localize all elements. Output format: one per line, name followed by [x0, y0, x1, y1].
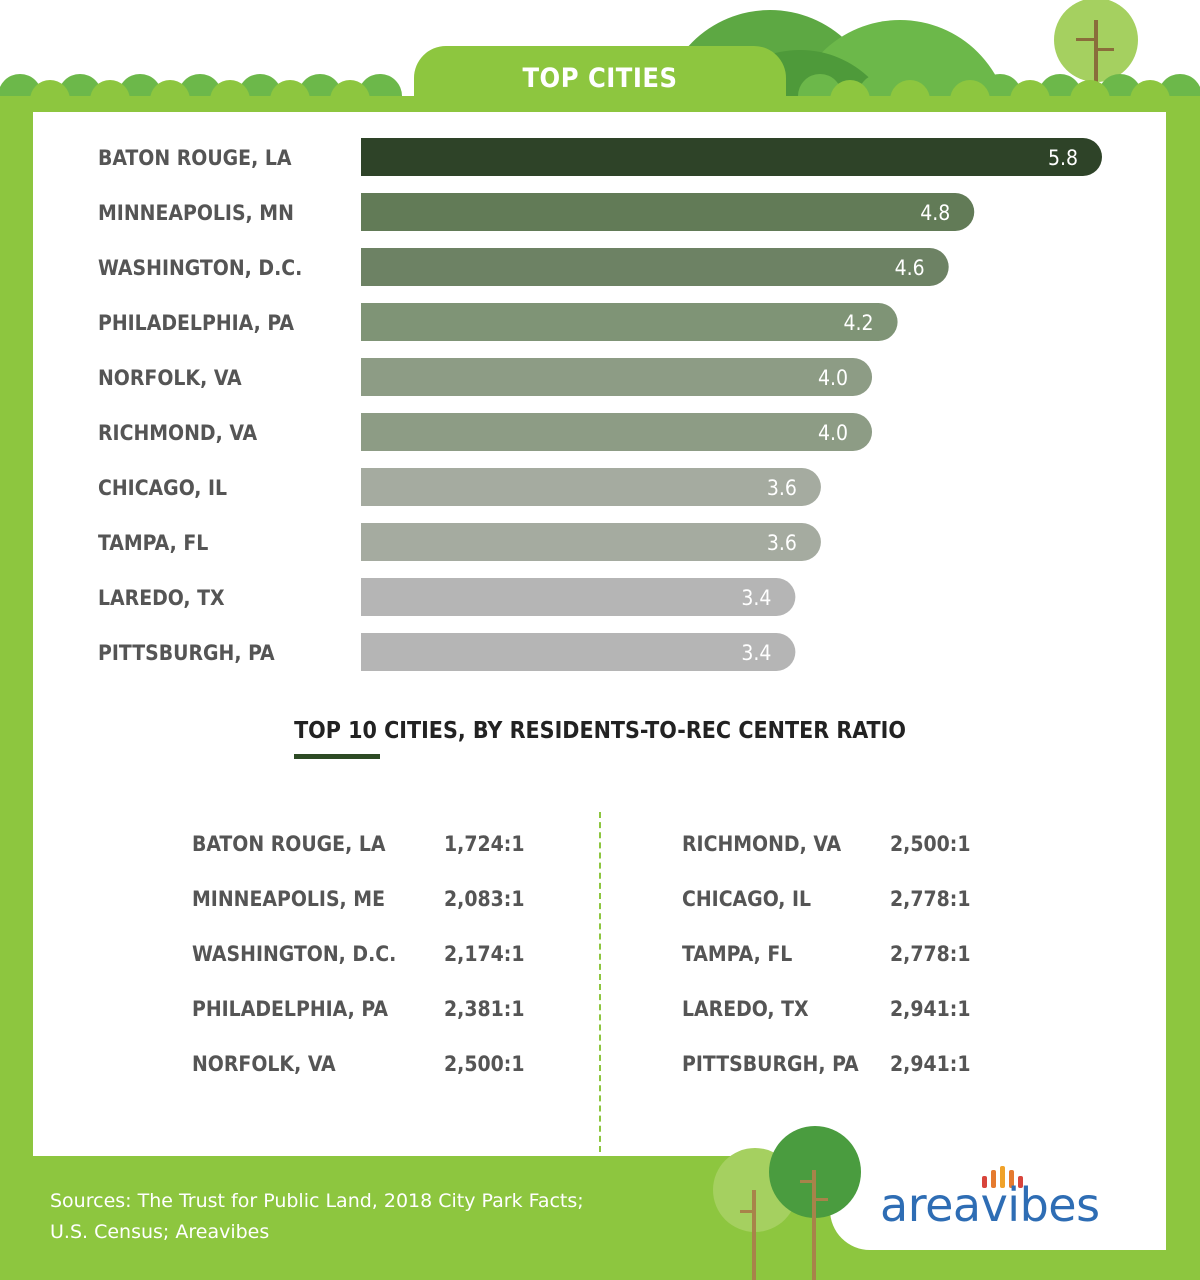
bar [361, 413, 873, 451]
ratio-section-title: TOP 10 CITIES, BY RESIDENTS-TO-REC CENTE… [294, 718, 906, 744]
logo-panel [830, 1150, 1166, 1250]
ratio-value: 2,778:1 [890, 941, 971, 966]
sources-line-2: U.S. Census; Areavibes [50, 1221, 270, 1243]
frame-right [1166, 96, 1200, 1280]
ratio-value: 2,941:1 [890, 1051, 971, 1076]
bar [361, 248, 949, 286]
ratio-value: 2,083:1 [444, 886, 525, 911]
ratio-city: NORFOLK, VA [192, 1051, 336, 1076]
sources-line-1: Sources: The Trust for Public Land, 2018… [50, 1190, 584, 1212]
ratio-city: LAREDO, TX [682, 996, 809, 1021]
ratio-row: NORFOLK, VA 2,500:1 [192, 1036, 544, 1091]
ratio-row: MINNEAPOLIS, ME 2,083:1 [192, 871, 544, 926]
bar-value-label: 4.0 [818, 421, 848, 445]
bar-value-label: 3.4 [741, 586, 771, 610]
logo-bars-icon [982, 1166, 1023, 1188]
bar-value-label: 3.4 [741, 641, 771, 665]
ratio-value: 2,500:1 [890, 831, 971, 856]
ratio-value: 2,174:1 [444, 941, 525, 966]
page-title: TOP CITIES [414, 46, 786, 110]
title-underline [294, 754, 380, 759]
ratio-city: PHILADELPHIA, PA [192, 996, 388, 1021]
frame-left [0, 96, 33, 1280]
ratio-city: TAMPA, FL [682, 941, 793, 966]
logo-text: areavibes [880, 1178, 1100, 1232]
ratio-row: PITTSBURGH, PA 2,941:1 [682, 1036, 990, 1091]
bar-category-label: PHILADELPHIA, PA [98, 311, 294, 335]
ratio-row: RICHMOND, VA 2,500:1 [682, 816, 990, 871]
bar [361, 138, 1102, 176]
ratio-city: PITTSBURGH, PA [682, 1051, 859, 1076]
bar-category-label: CHICAGO, IL [98, 476, 227, 500]
bar [361, 633, 796, 671]
bar-value-label: 3.6 [767, 531, 797, 555]
ratio-value: 2,500:1 [444, 1051, 525, 1076]
bar [361, 303, 898, 341]
bar-chart: BATON ROUGE, LA 5.8 MINNEAPOLIS, MN 4.8 WASH… [98, 138, 1102, 671]
ratio-city: BATON ROUGE, LA [192, 831, 386, 856]
bar-value-label: 4.8 [920, 201, 950, 225]
ratio-row: BATON ROUGE, LA 1,724:1 [192, 816, 544, 871]
bar-category-label: WASHINGTON, D.C. [98, 256, 302, 280]
ratio-value: 1,724:1 [444, 831, 525, 856]
bar-category-label: BATON ROUGE, LA [98, 146, 292, 170]
bar [361, 358, 873, 396]
bar [361, 578, 796, 616]
bottom-trees-decoration [713, 1126, 861, 1280]
bar-category-label: NORFOLK, VA [98, 366, 242, 390]
bar [361, 193, 975, 231]
ratio-row: LAREDO, TX 2,941:1 [682, 981, 990, 1036]
bar-category-label: RICHMOND, VA [98, 421, 258, 445]
ratio-table-right: RICHMOND, VA 2,500:1 CHICAGO, IL 2,778:1 TAM… [682, 816, 990, 1091]
bar-value-label: 4.0 [818, 366, 848, 390]
bar-value-label: 4.2 [844, 311, 874, 335]
ratio-row: PHILADELPHIA, PA 2,381:1 [192, 981, 544, 1036]
bar-category-label: MINNEAPOLIS, MN [98, 201, 294, 225]
bar-category-label: PITTSBURGH, PA [98, 641, 275, 665]
ratio-table-left: BATON ROUGE, LA 1,724:1 MINNEAPOLIS, ME 2,0… [192, 816, 544, 1091]
ratio-row: TAMPA, FL 2,778:1 [682, 926, 990, 981]
bar [361, 523, 821, 561]
ratio-city: WASHINGTON, D.C. [192, 941, 397, 966]
ratio-row: WASHINGTON, D.C. 2,174:1 [192, 926, 544, 981]
ratio-city: CHICAGO, IL [682, 886, 812, 911]
bar-value-label: 3.6 [767, 476, 797, 500]
ratio-city: RICHMOND, VA [682, 831, 842, 856]
bar-value-label: 4.6 [895, 256, 925, 280]
bar-category-label: TAMPA, FL [98, 531, 208, 555]
bar-value-label: 5.8 [1048, 146, 1078, 170]
ratio-row: CHICAGO, IL 2,778:1 [682, 871, 990, 926]
sources-note: Sources: The Trust for Public Land, 2018… [50, 1186, 690, 1248]
tree-icon [769, 1126, 861, 1280]
bar [361, 468, 821, 506]
column-divider [599, 812, 601, 1152]
ratio-value: 2,941:1 [890, 996, 971, 1021]
bar-category-label: LAREDO, TX [98, 586, 225, 610]
ratio-value: 2,381:1 [444, 996, 525, 1021]
ratio-value: 2,778:1 [890, 886, 971, 911]
ratio-city: MINNEAPOLIS, ME [192, 886, 386, 911]
areavibes-logo[interactable]: areavibes [880, 1166, 1140, 1232]
tree-icon [1054, 0, 1138, 100]
